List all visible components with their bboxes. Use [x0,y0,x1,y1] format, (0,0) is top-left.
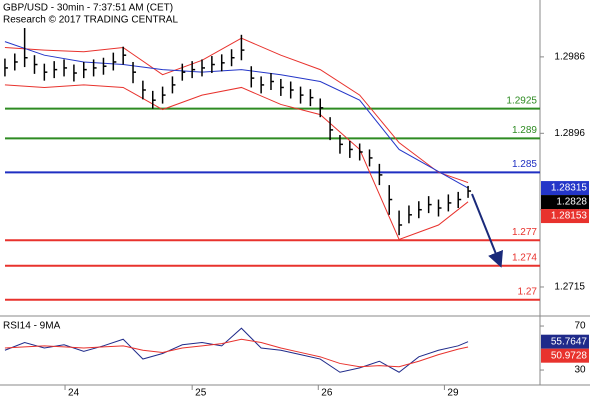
value-label-box [541,209,589,224]
lower-band [4,84,469,241]
value-label: 1.28153 [551,211,588,222]
chart-subtitle: Research © 2017 TRADING CENTRAL [3,15,178,26]
value-label-box [541,348,589,363]
value-label: 50.9728 [551,350,588,361]
y-tick-label: 1.2896 [554,128,585,139]
x-tick-label: 29 [447,388,459,399]
value-label-box [541,195,589,210]
panel-title: RSI14 - 9MA [3,321,61,332]
value-label-box [541,181,589,196]
rsi-line [4,338,469,368]
level-label: 1.289 [512,125,537,136]
value-label: 1.28315 [551,183,588,194]
value-label-box [541,334,589,349]
value-label: 1.2828 [556,197,587,208]
rsi-line [4,327,469,373]
level-label: 1.274 [512,252,537,263]
arrow [471,193,503,268]
level-label: 1.2925 [506,95,537,106]
y-tick-label: 30 [574,365,586,376]
chart-title: GBP/USD - 30min - 7:37:51 AM (CET) [3,3,173,14]
level-label: 1.27 [518,286,538,297]
level-label: 1.285 [512,159,537,170]
y-tick-label: 1.2986 [554,52,585,63]
y-tick-label: 1.2715 [554,282,585,293]
level-label: 1.277 [512,227,537,238]
moving-average [4,41,469,189]
x-tick-label: 26 [321,388,333,399]
x-tick-label: 25 [195,388,207,399]
value-label: 55.7647 [551,336,588,347]
x-tick-label: 24 [68,388,80,399]
y-tick-label: 70 [574,321,586,332]
